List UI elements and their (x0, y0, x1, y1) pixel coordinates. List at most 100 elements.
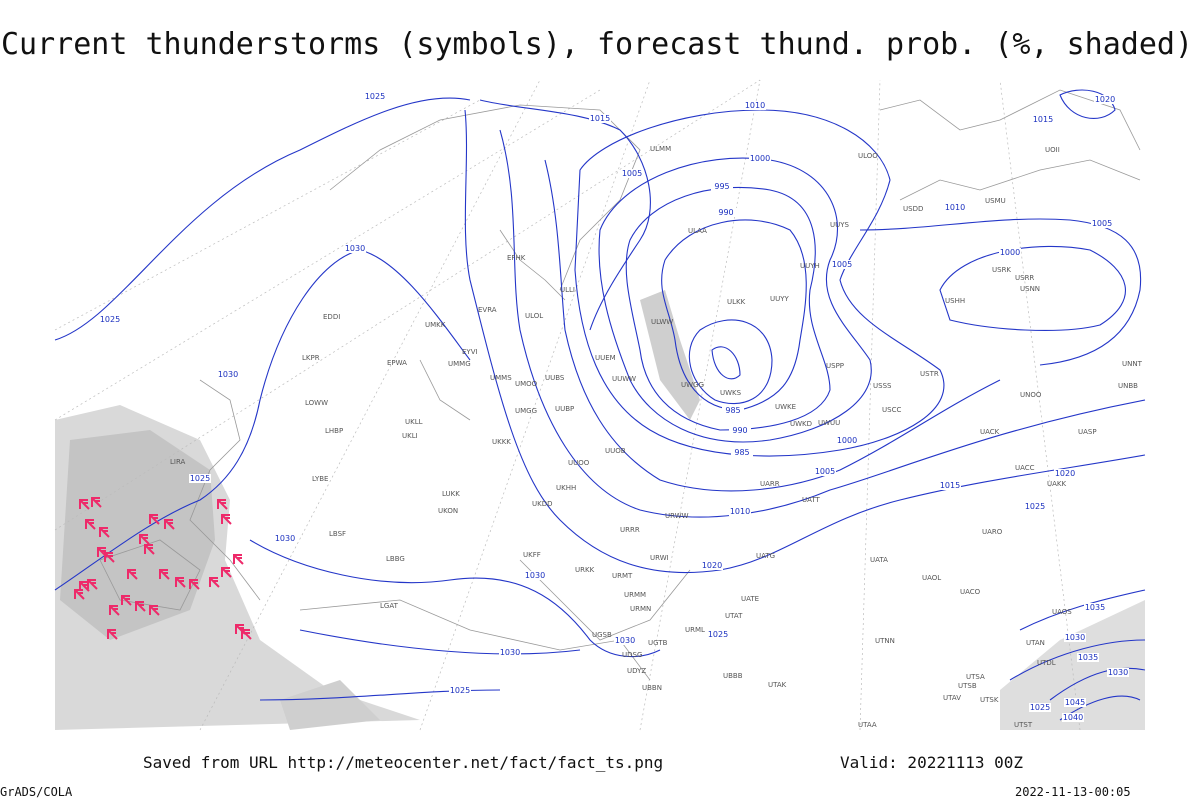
station-label: ULOL (525, 312, 543, 320)
station-label: UDSG (622, 651, 642, 659)
station-label: EPWA (387, 359, 407, 367)
probability-shading (60, 430, 215, 640)
station-label: USRK (992, 266, 1011, 274)
station-label: UWKE (775, 403, 796, 411)
thunderstorm-symbol (221, 567, 232, 578)
station-label: UKKK (492, 438, 511, 446)
station-label: ULLI (560, 286, 575, 294)
station-label: UMMS (490, 374, 512, 382)
thunderstorm-symbol (149, 605, 160, 616)
station-label: UAOS (1052, 608, 1072, 616)
station-label: LBBG (386, 555, 405, 563)
isobar-label: 1030 (1065, 633, 1085, 642)
isobar-label-bg (1032, 115, 1054, 124)
isobar-label-bg (1077, 653, 1099, 662)
isobar-label-bg (1107, 668, 1129, 677)
station-label: UMMG (448, 360, 471, 368)
isobar-label-bg (189, 474, 211, 483)
isobar-label: 1025 (1025, 502, 1045, 511)
map-title: Current thunderstorms (symbols), forecas… (1, 27, 1193, 62)
isobar-label-bg (621, 169, 643, 178)
station-label: UOII (1045, 146, 1060, 154)
station-label: USDD (903, 205, 923, 213)
station-label: USNN (1020, 285, 1040, 293)
station-label: LOWW (305, 399, 328, 407)
isobar-label: 995 (714, 182, 729, 191)
isobar-label-bg (1029, 703, 1051, 712)
station-label: UTAK (768, 681, 787, 689)
station-label: UNNT (1122, 360, 1143, 368)
valid-time: Valid: 20221113 00Z (840, 753, 1023, 772)
thunderstorm-symbol (104, 552, 115, 563)
isobar-label-bg (99, 315, 121, 324)
isobar-label-bg (707, 630, 729, 639)
station-label: LBSF (329, 530, 346, 538)
isobar-label: 1030 (275, 534, 295, 543)
isobar-label-bg (999, 248, 1021, 257)
isobar-label: 1025 (1030, 703, 1050, 712)
station-label: ULKK (727, 298, 746, 306)
isobar-label: 1005 (815, 467, 835, 476)
station-label: UTAN (1026, 639, 1045, 647)
isobar-label-bg (722, 406, 744, 415)
station-label: LKPR (302, 354, 320, 362)
station-label: UUOB (605, 447, 626, 455)
station-label: UTAV (943, 694, 961, 702)
isobar-label: 1030 (500, 648, 520, 657)
isobar-label-bg (614, 636, 636, 645)
isobar-label-bg (344, 244, 366, 253)
isobar-label: 1030 (525, 571, 545, 580)
thunderstorm-symbol (217, 499, 228, 510)
thunderstorm-symbol (99, 527, 110, 538)
station-label: UAKK (1047, 480, 1067, 488)
isobar-label: 1030 (218, 370, 238, 379)
thunderstorm-symbol (144, 544, 155, 555)
station-label: EYVI (462, 348, 478, 356)
isobar-label: 985 (725, 406, 740, 415)
station-label: EFHK (507, 254, 526, 262)
station-label: UNBB (1118, 382, 1138, 390)
station-label: URMM (624, 591, 646, 599)
isobar-label-bg (731, 448, 753, 457)
isobar-label-bg (831, 260, 853, 269)
isobar-label: 1020 (702, 561, 722, 570)
isobar-label: 1025 (365, 92, 385, 101)
thunderstorm-symbol (79, 499, 90, 510)
station-label: UTDL (1037, 659, 1056, 667)
thunderstorm-symbol (74, 589, 85, 600)
isobar-label: 1030 (615, 636, 635, 645)
isobar-label: 1030 (345, 244, 365, 253)
isobar-label: 990 (732, 426, 747, 435)
isobar-label-bg (1091, 219, 1113, 228)
station-label: UWGG (681, 381, 704, 389)
station-label: UKFF (523, 551, 541, 559)
station-label: UACO (960, 588, 981, 596)
station-label: UDYZ (627, 667, 646, 675)
thunderstorm-symbol (189, 579, 200, 590)
station-label: EVRA (478, 306, 497, 314)
isobar-label: 1000 (750, 154, 770, 163)
station-label: UGTB (648, 639, 668, 647)
isobar-label: 1045 (1065, 698, 1085, 707)
isobar-label-bg (524, 571, 546, 580)
isobar-label: 1010 (745, 101, 765, 110)
isobar-label-bg (1094, 95, 1116, 104)
station-label: UATA (870, 556, 888, 564)
isobar-label: 1035 (1078, 653, 1098, 662)
thunderstorm-symbol (85, 519, 96, 530)
isobar-label: 1040 (1063, 713, 1083, 722)
station-label: USSS (873, 382, 892, 390)
isobar-label-bg (749, 154, 771, 163)
station-label: UUYY (770, 295, 790, 303)
station-label: UUBP (555, 405, 574, 413)
isobar-label: 1030 (1108, 668, 1128, 677)
station-label: UMOO (515, 380, 538, 388)
station-label: UAOL (922, 574, 941, 582)
station-label: LUKK (442, 490, 460, 498)
station-label: LIRA (170, 458, 186, 466)
probability-shading (280, 680, 380, 730)
isobar-label-bg (944, 203, 966, 212)
isobar-label-bg (711, 182, 733, 191)
station-label: ULOO (858, 152, 878, 160)
